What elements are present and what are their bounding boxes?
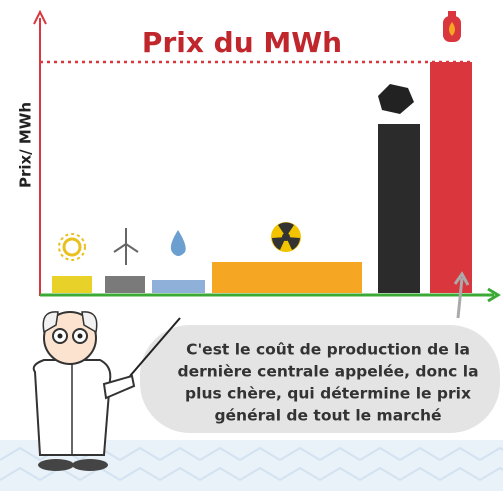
- annotation-line: plus chère, qui détermine le prix: [185, 385, 471, 403]
- sun-icon: [59, 234, 85, 260]
- bar: [105, 276, 145, 293]
- water-icon: [171, 230, 186, 256]
- coal-icon: [378, 84, 414, 114]
- bar: [378, 124, 420, 293]
- chart-title: Prix du MWh: [142, 26, 342, 59]
- bar: [52, 276, 92, 293]
- bar: [430, 62, 472, 293]
- y-axis-label: Prix/ MWh: [17, 102, 35, 188]
- nuclear-icon: [271, 222, 301, 252]
- chart: Prix du MWh Prix/ MWh C'est le coût de p…: [0, 0, 503, 491]
- bar: [212, 262, 362, 293]
- wind-icon: [114, 228, 138, 265]
- bar: [152, 280, 205, 293]
- gas-icon: [443, 11, 461, 42]
- annotation-line: général de tout le marché: [214, 407, 441, 425]
- annotation-line: dernière centrale appelée, donc la: [177, 363, 478, 381]
- annotation-line: C'est le coût de production de la: [186, 341, 470, 359]
